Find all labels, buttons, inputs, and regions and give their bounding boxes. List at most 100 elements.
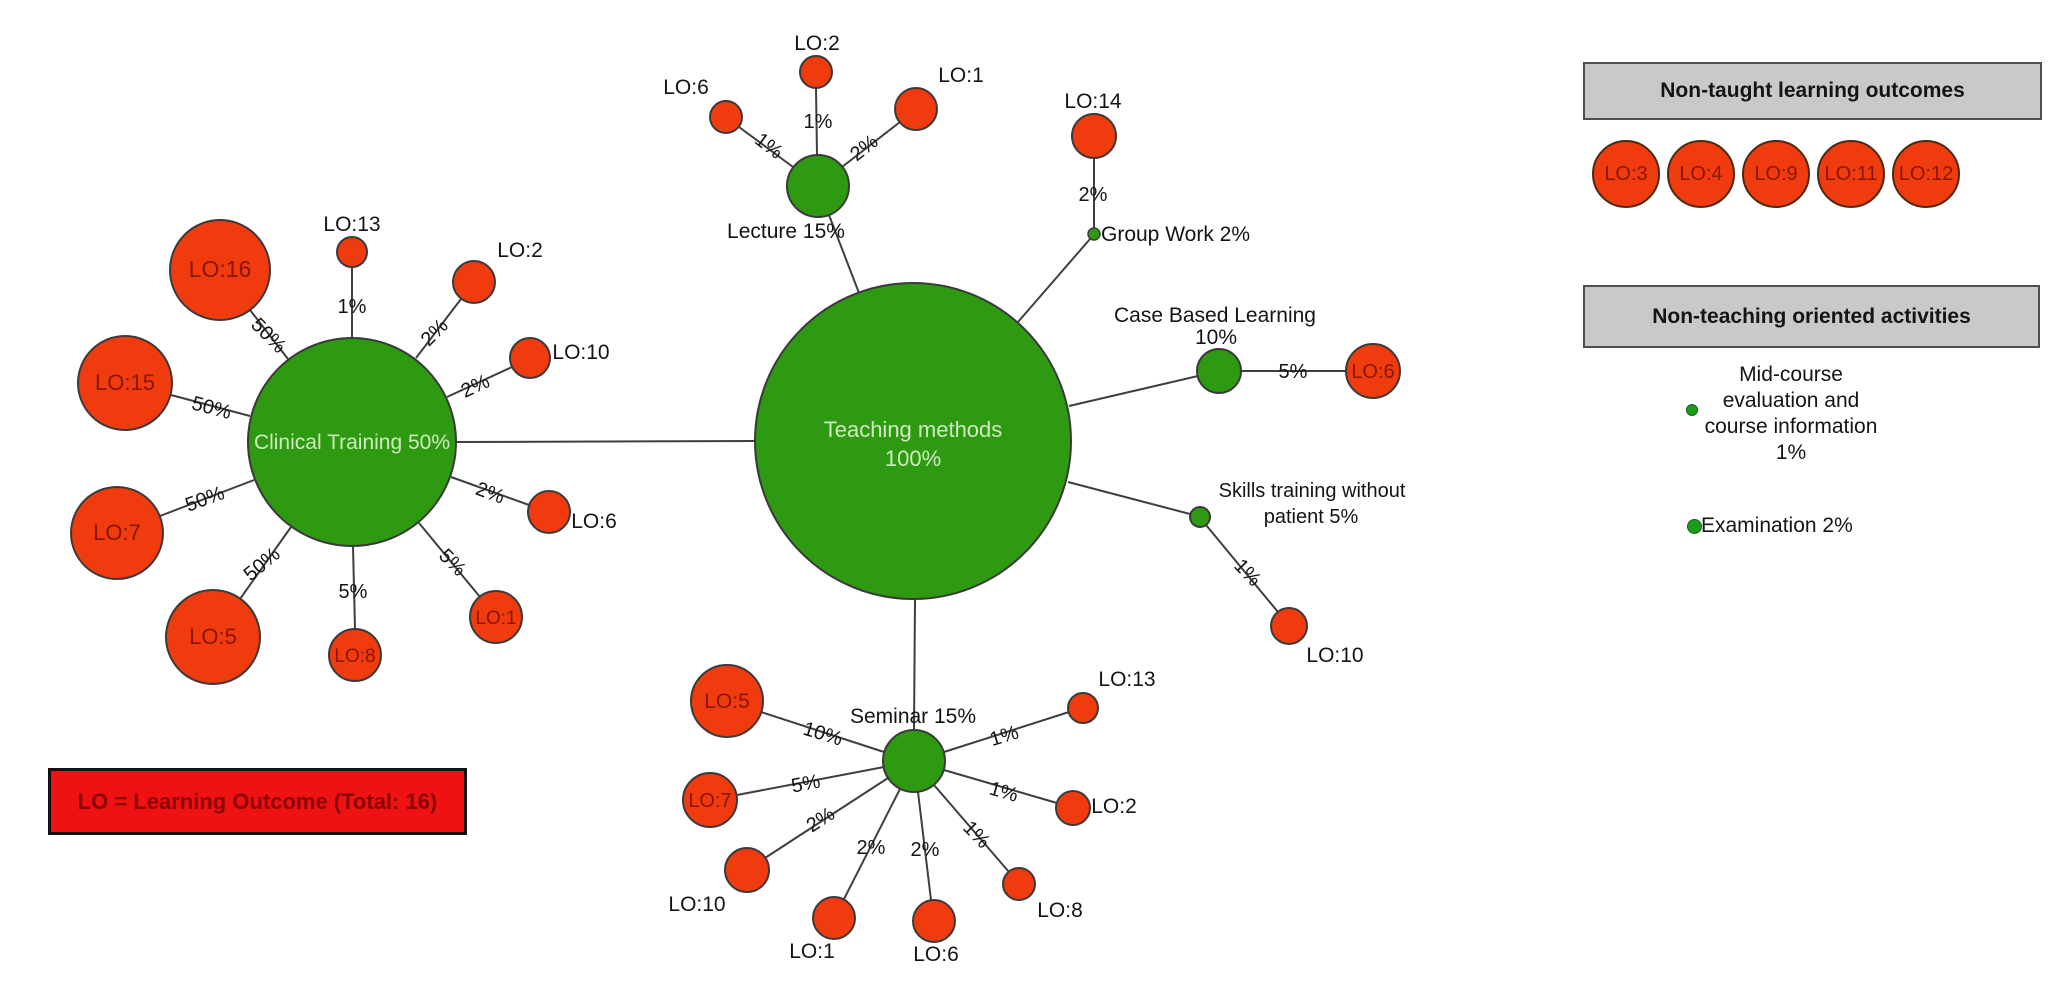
seminar-lo6-label: LO:6 (913, 943, 959, 966)
pct-clinical-lo8: 5% (339, 581, 368, 603)
edge-clinical-lo16 (249, 309, 289, 360)
pct-casebased-lo6: 5% (1279, 361, 1308, 383)
groupwork-label: Group Work 2% (1101, 223, 1250, 246)
edge-seminar-lo8 (933, 784, 1010, 873)
edge-clinical-lo10 (446, 366, 513, 398)
skills-label-line1: Skills training without (1219, 480, 1406, 502)
non-taught-outcome-circle: LO:4 (1667, 140, 1735, 208)
casebased-lo6-label: LO:6 (1351, 361, 1394, 383)
edge-seminar-lo1 (843, 788, 901, 900)
node-lecture-lo1 (894, 87, 938, 131)
mid-course-line1: Mid-course (1739, 363, 1843, 386)
lecture-lo2-label: LO:2 (794, 32, 840, 55)
mid-course-line4: 1% (1775, 441, 1807, 464)
legend-box: LO = Learning Outcome (Total: 16) (48, 768, 467, 835)
mid-course-line3: course information (1704, 415, 1878, 438)
pct-seminar-lo5: 10% (800, 718, 845, 751)
node-lecture-lo2 (799, 55, 833, 89)
edge-clinical-lo5 (239, 526, 292, 600)
node-clinical-lo10 (509, 337, 551, 379)
edge-clinical-lo1 (418, 522, 481, 598)
edge-teaching-casebased (1068, 375, 1199, 407)
casebased-label-line1: Case Based Learning (1114, 304, 1316, 327)
non-taught-outcome-circle: LO:3 (1592, 140, 1660, 208)
node-skills-lo10 (1270, 607, 1308, 645)
node-lecture-hub (786, 154, 850, 218)
edge-clinical-lo8 (352, 546, 356, 630)
edge-seminar-lo2 (943, 769, 1058, 804)
seminar-label: Seminar 15% (850, 705, 976, 728)
mid-course-line2: evaluation and (1722, 389, 1860, 412)
node-clinical-lo8 (328, 628, 382, 682)
pct-clinical-lo5: 50% (240, 543, 285, 586)
edge-lecture-lo1 (841, 121, 901, 168)
edge-seminar-lo5 (760, 711, 885, 753)
clinical-label: Clinical Training 50% (254, 431, 450, 454)
lecture-lo1-label: LO:1 (938, 64, 984, 87)
edge-seminar-lo10 (764, 777, 889, 859)
node-skills-training-dot (1189, 506, 1211, 528)
edge-clinical-lo6 (450, 476, 530, 506)
clinical-lo10-label: LO:10 (552, 341, 609, 364)
pct-clinical-lo15: 50% (189, 392, 234, 424)
groupwork-lo14-label: LO:14 (1064, 90, 1122, 113)
seminar-lo1-label: LO:1 (789, 940, 835, 963)
examination-dot (1687, 519, 1702, 534)
edge-teaching-clinical (456, 440, 758, 443)
clinical-lo1-label: LO:1 (475, 608, 516, 629)
clinical-lo6-label: LO:6 (571, 510, 617, 533)
node-clinical-lo6 (527, 490, 571, 534)
node-clinical-lo16 (169, 219, 271, 321)
seminar-lo5-label: LO:5 (704, 690, 750, 713)
clinical-lo2-label: LO:2 (497, 239, 543, 262)
teaching-label-line2: 100% (885, 446, 941, 471)
node-seminar-lo5 (690, 664, 764, 738)
edge-lecture-lo2 (815, 87, 818, 156)
pct-lecture-lo2: 1% (804, 111, 833, 133)
clinical-lo5-label: LO:5 (189, 624, 237, 649)
non-taught-outcome-circle: LO:11 (1817, 140, 1885, 208)
node-clinical-training-hub (247, 337, 457, 547)
clinical-lo7-label: LO:7 (93, 520, 141, 545)
node-seminar-lo13 (1067, 692, 1099, 724)
non-taught-outcome-circle: LO:9 (1742, 140, 1810, 208)
skills-label-line2: patient 5% (1264, 506, 1359, 528)
node-group-work-lo14 (1071, 113, 1117, 159)
seminar-lo13-label: LO:13 (1098, 668, 1155, 691)
node-seminar-lo6 (912, 899, 956, 943)
edge-skills-lo10 (1205, 524, 1279, 613)
node-case-based-lo6 (1345, 343, 1401, 399)
node-seminar-lo7 (682, 772, 738, 828)
pct-seminar-lo6: 2% (911, 839, 940, 861)
skills-lo10-label: LO:10 (1306, 644, 1363, 667)
seminar-lo2-label: LO:2 (1091, 795, 1137, 818)
clinical-lo13-label: LO:13 (323, 213, 380, 236)
clinical-lo16-label: LO:16 (189, 256, 252, 282)
edge-clinical-lo15 (170, 394, 251, 417)
edge-teaching-groupwork (1017, 238, 1091, 323)
edge-lecture-lo6 (738, 126, 794, 168)
pct-clinical-lo13: 1% (338, 296, 367, 318)
node-seminar-lo10 (724, 847, 770, 893)
node-clinical-lo7 (70, 486, 164, 580)
clinical-lo15-label: LO:15 (95, 370, 155, 395)
pct-groupwork-lo14: 2% (1079, 184, 1108, 206)
non-taught-outcomes-row: LO:3 LO:4 LO:9 LO:11 LO:12 (1592, 140, 1960, 208)
mid-course-evaluation-label: Mid-course evaluation and course informa… (1660, 362, 1922, 466)
node-seminar-lo2 (1055, 790, 1091, 826)
pct-clinical-lo1: 5% (434, 545, 470, 581)
edge-teaching-lecture (828, 214, 860, 294)
node-clinical-lo13 (336, 236, 368, 268)
non-teaching-panel-header: Non-teaching oriented activities (1583, 285, 2040, 348)
pct-seminar-lo2: 1% (987, 778, 1021, 807)
node-teaching-methods-hub (754, 282, 1072, 600)
edge-clinical-lo7 (159, 479, 255, 517)
pct-seminar-lo1: 2% (857, 837, 886, 859)
pct-clinical-lo16: 50% (246, 314, 290, 358)
node-seminar-hub (882, 729, 946, 793)
edge-teaching-seminar (913, 598, 916, 731)
lecture-lo6-label: LO:6 (663, 76, 709, 99)
node-clinical-lo2 (452, 260, 496, 304)
